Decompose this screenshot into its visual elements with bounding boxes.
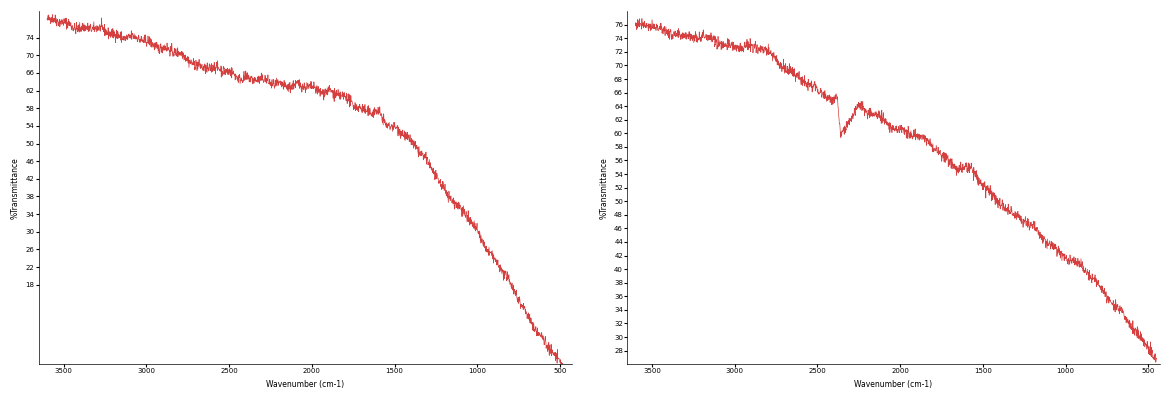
Y-axis label: %Transmittance: %Transmittance bbox=[600, 157, 609, 218]
X-axis label: Wavenumber (cm-1): Wavenumber (cm-1) bbox=[855, 380, 932, 389]
Y-axis label: %Transmittance: %Transmittance bbox=[11, 157, 20, 218]
X-axis label: Wavenumber (cm-1): Wavenumber (cm-1) bbox=[266, 380, 344, 389]
